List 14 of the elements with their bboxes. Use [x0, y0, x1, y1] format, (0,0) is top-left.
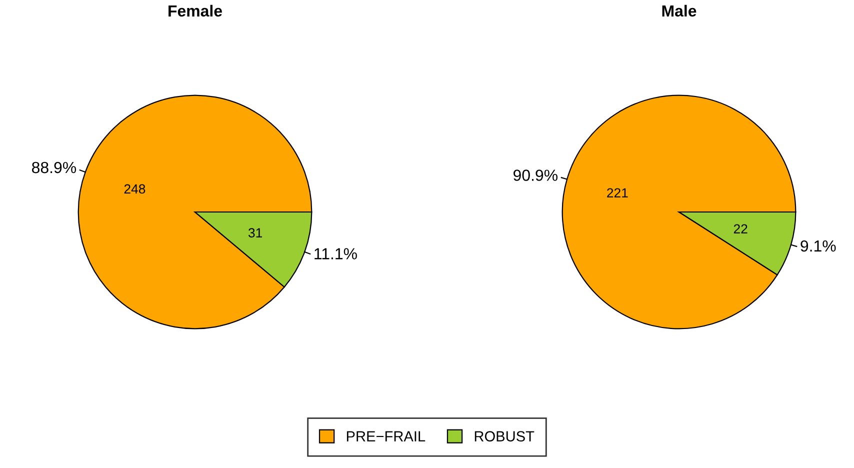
data-label: 31 [248, 228, 262, 238]
data-label: 221 [607, 188, 628, 198]
chart-title: Female [168, 4, 222, 17]
pie-slice [562, 94, 796, 330]
text: 11.1% [314, 248, 357, 260]
data-label: 22 [734, 224, 748, 234]
text: 9.1% [800, 240, 836, 252]
legend-label: PRE−FRAIL [346, 431, 426, 442]
data-label: 248 [124, 184, 146, 194]
pie-slice [78, 94, 312, 330]
text: 88.9% [32, 162, 76, 174]
text: 90.9% [514, 170, 558, 181]
chart-title: Male [662, 4, 696, 17]
legend-label: ROBUST [474, 431, 534, 442]
